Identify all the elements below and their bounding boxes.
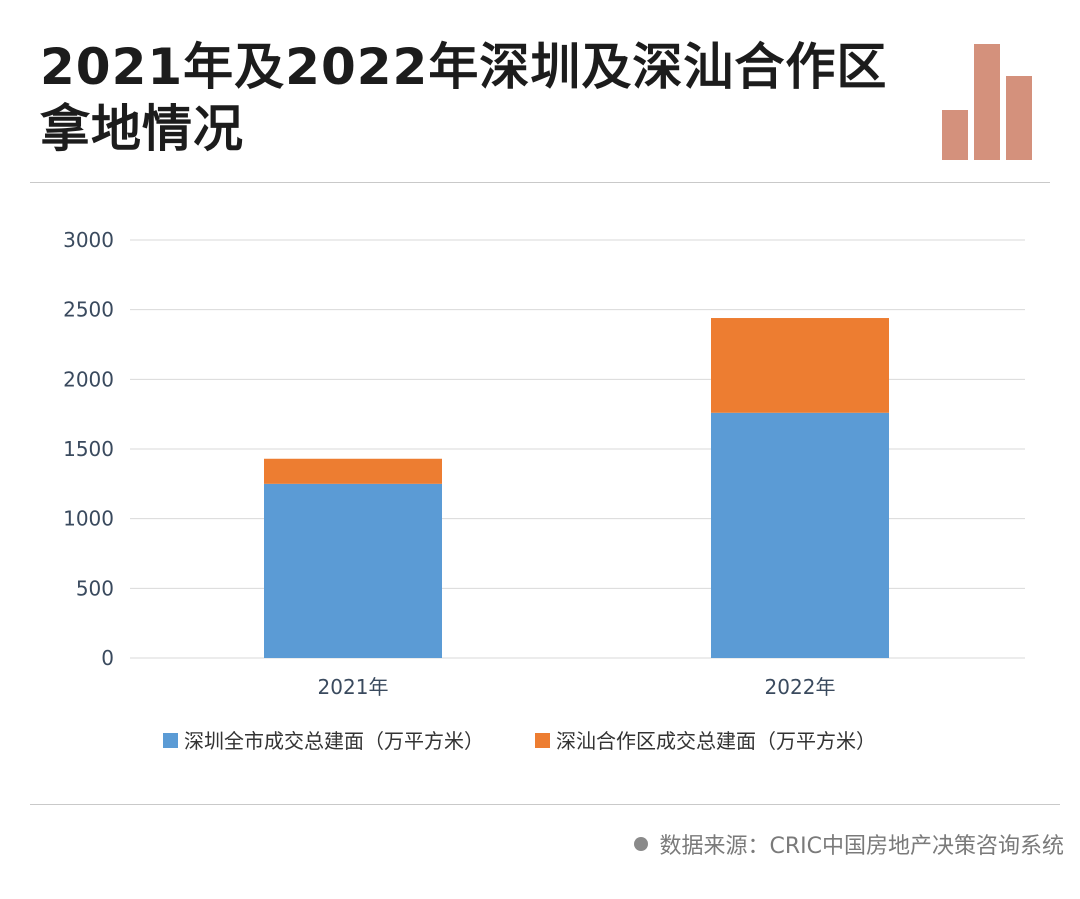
- legend-swatch-0: [163, 733, 178, 748]
- page-title: 2021年及2022年深圳及深汕合作区拿地情况: [40, 38, 888, 158]
- bar-shenshan-0: [264, 458, 442, 484]
- bar-shenzhen-1: [711, 412, 889, 658]
- x-tick-label: 2021年: [318, 675, 389, 699]
- bullet-dot-icon: [633, 837, 648, 851]
- source-text: 数据来源：CRIC中国房地产决策咨询系统: [659, 834, 1065, 859]
- y-tick-label: 1500: [63, 437, 114, 461]
- x-tick-label: 2022年: [765, 675, 836, 699]
- y-tick-label: 2500: [63, 298, 114, 322]
- y-tick-label: 1000: [63, 507, 114, 531]
- y-tick-label: 2000: [63, 367, 114, 391]
- source-note: 数据来源：CRIC中国房地产决策咨询系统: [633, 828, 1065, 860]
- y-tick-label: 3000: [63, 228, 114, 252]
- stacked-bar-chart: 0 500 1000 1500 2000 2500 3000 2021年 2022年深圳全市成交…: [63, 228, 1025, 753]
- top-divider: [30, 182, 1050, 183]
- bottom-divider: [30, 804, 1060, 805]
- y-tick-label: 0: [101, 646, 114, 670]
- legend-label-0: 深圳全市成交总建面（万平方米）: [184, 729, 484, 753]
- y-tick-label: 500: [76, 576, 114, 600]
- bar-shenzhen-0: [264, 483, 442, 658]
- bar-chart-logo-icon: [942, 44, 1032, 160]
- legend-label-1: 深汕合作区成交总建面（万平方米）: [556, 729, 876, 753]
- bar-shenshan-1: [711, 318, 889, 413]
- legend-swatch-1: [535, 733, 550, 748]
